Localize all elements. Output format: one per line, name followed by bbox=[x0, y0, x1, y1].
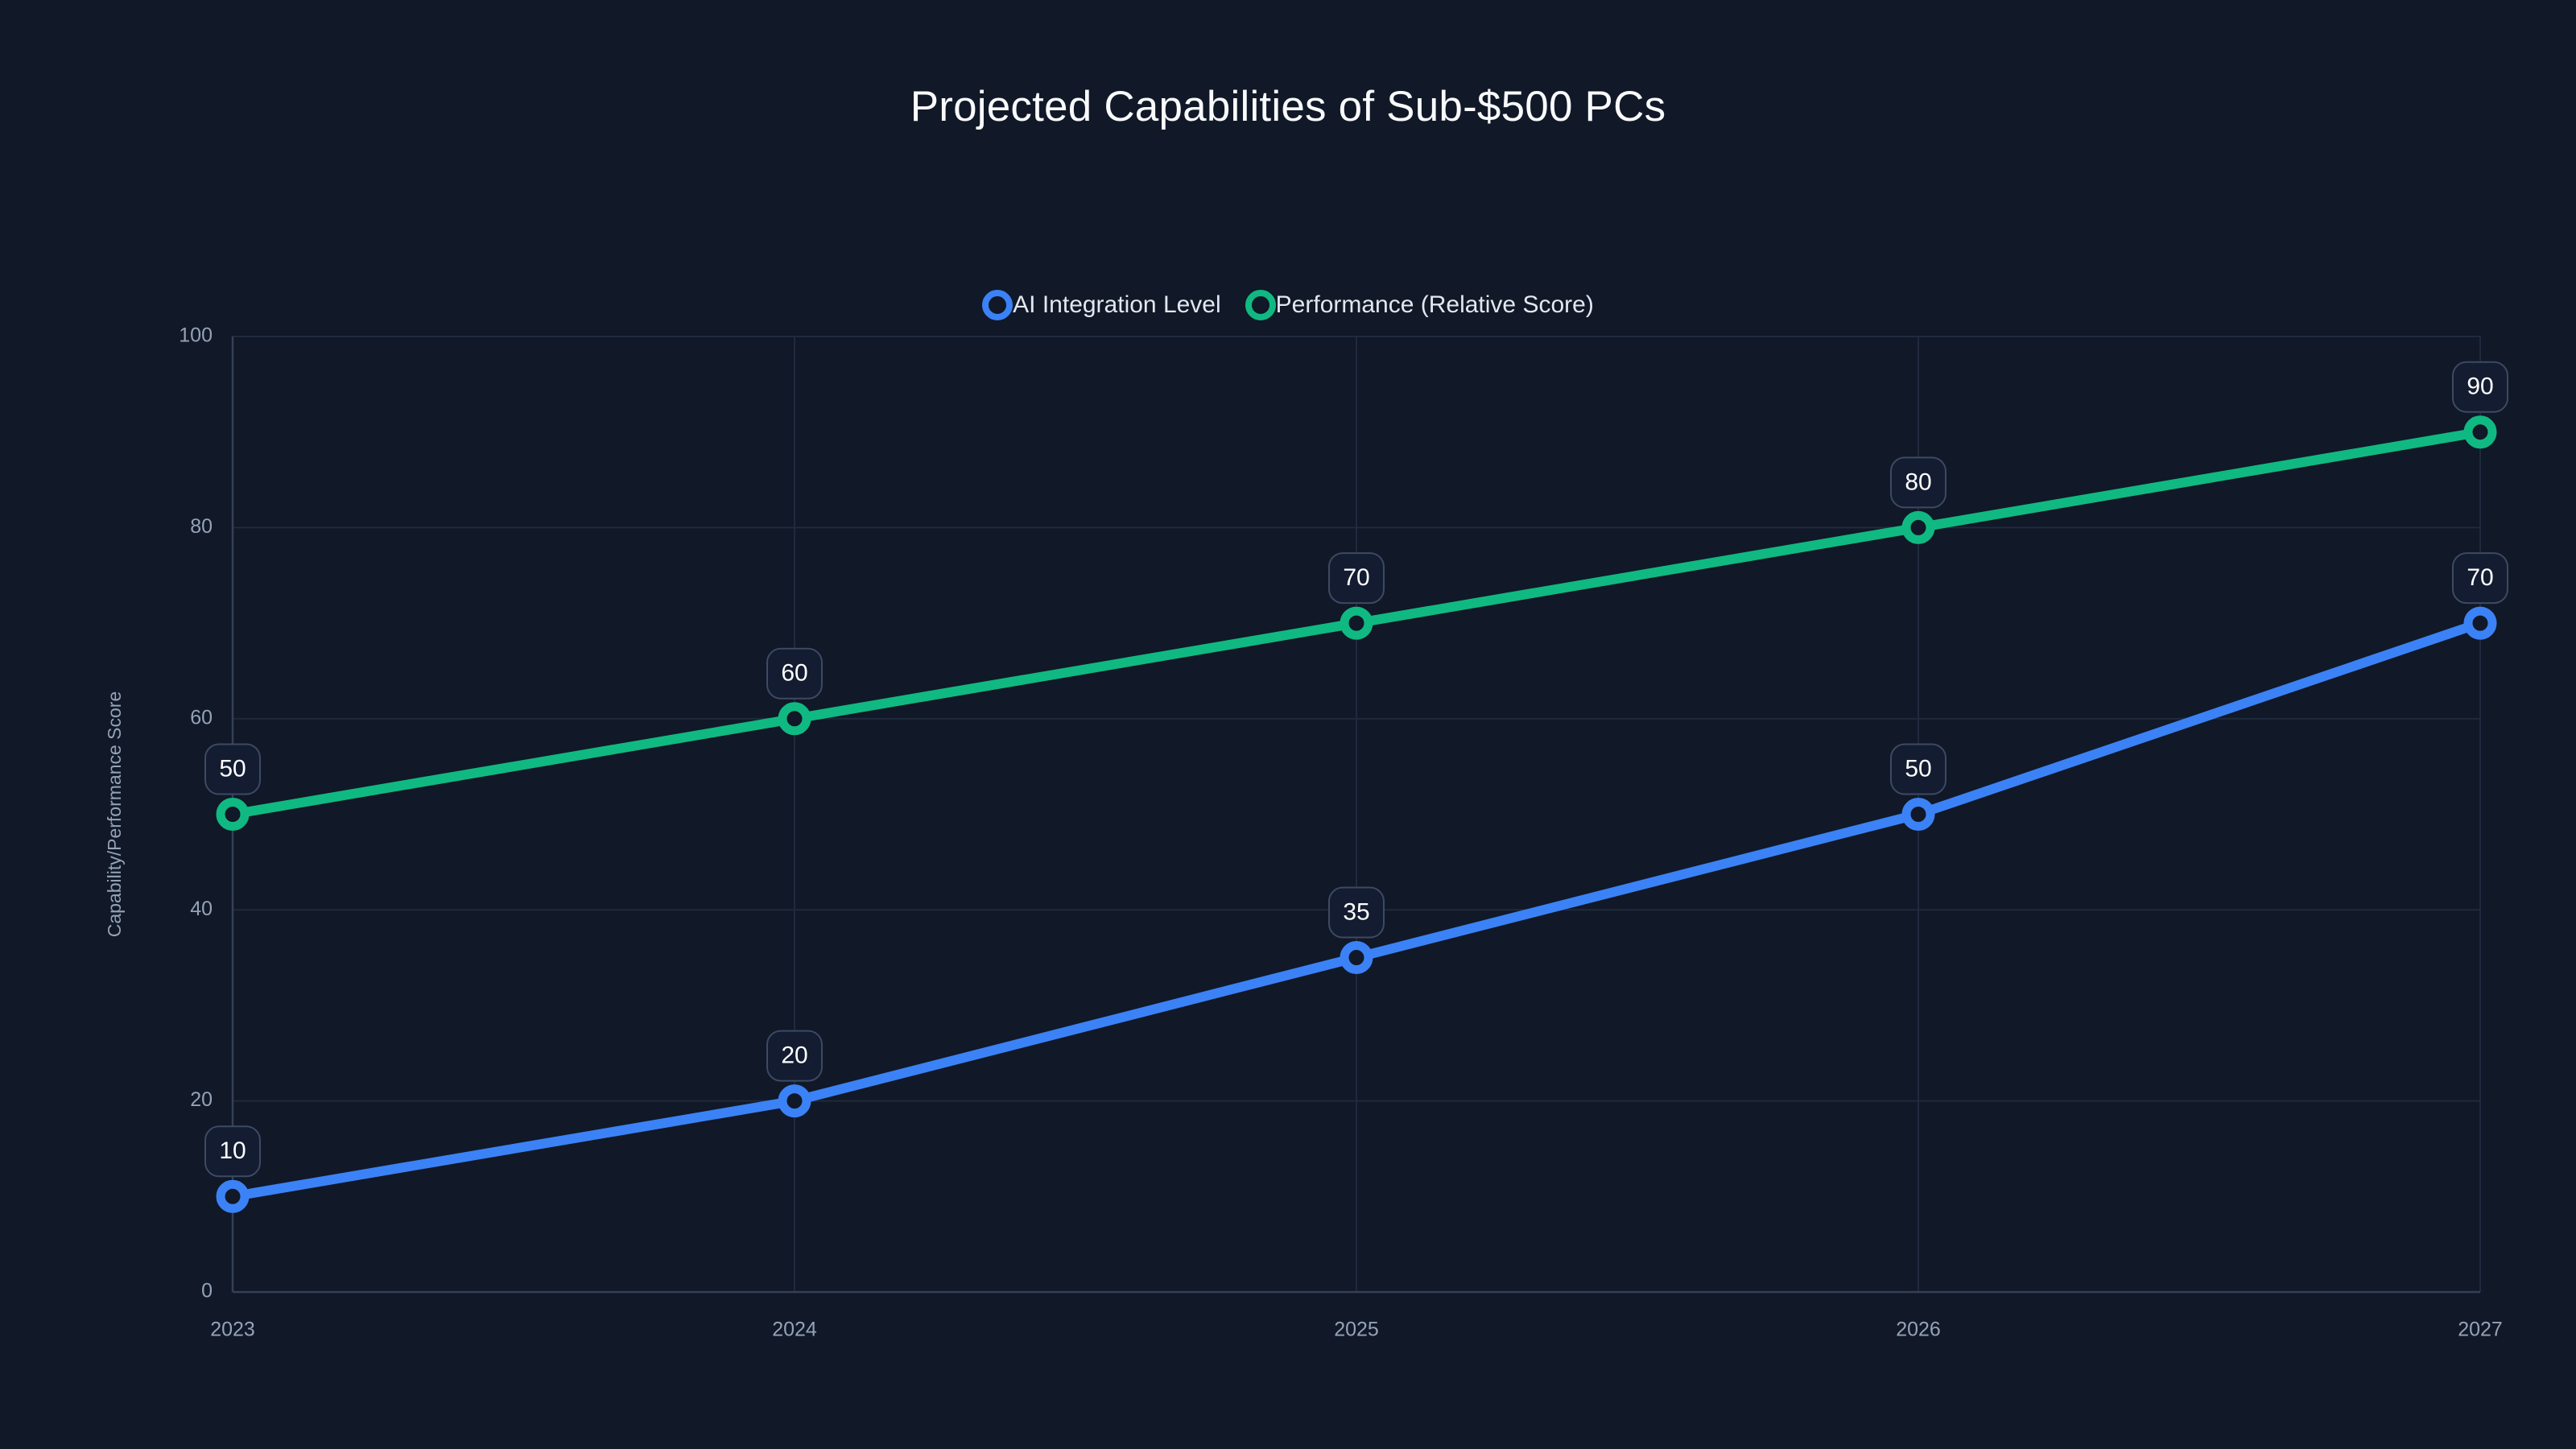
legend-item-label: Performance (Relative Score) bbox=[1275, 291, 1594, 318]
data-label-value: 70 bbox=[2467, 564, 2493, 591]
data-label-badge-box bbox=[204, 743, 261, 795]
data-label-value: 60 bbox=[781, 660, 807, 687]
data-label-badge: 60 bbox=[766, 647, 823, 700]
x-axis-tick-label: 2027 bbox=[2458, 1319, 2503, 1341]
chart-legend: AI Integration Level Performance (Relati… bbox=[0, 290, 2576, 320]
data-label-badge-box bbox=[1890, 743, 1946, 795]
data-label-badge: 35 bbox=[1328, 886, 1385, 939]
x-axis-tick-label: 2026 bbox=[1896, 1319, 1941, 1341]
data-point-marker[interactable] bbox=[778, 702, 811, 736]
data-label-badge: 80 bbox=[1890, 456, 1946, 509]
data-point-marker[interactable] bbox=[2463, 415, 2497, 449]
y-axis-ticks: 0 20 40 60 80 100 bbox=[179, 324, 213, 1302]
y-axis-title: Capability/Performance Score bbox=[104, 691, 125, 938]
data-label-badge-box bbox=[1328, 886, 1385, 939]
data-label-badge-box bbox=[2452, 361, 2508, 413]
legend-item-ai-integration-level[interactable]: AI Integration Level bbox=[982, 290, 1221, 320]
series-markers bbox=[216, 415, 2497, 1213]
y-axis-tick-label: 60 bbox=[190, 706, 213, 729]
legend-item-performance[interactable]: Performance (Relative Score) bbox=[1245, 290, 1594, 320]
page-title: Projected Capabilities of Sub-$500 PCs bbox=[910, 83, 1666, 130]
gridlines bbox=[232, 336, 2481, 1293]
data-label-value: 70 bbox=[1343, 564, 1369, 591]
data-label-badges: 10 20 35 50 70 50 60 70 80 90 bbox=[204, 361, 2508, 1178]
legend-ring-icon bbox=[1245, 290, 1276, 320]
data-label-value: 90 bbox=[2467, 374, 2493, 400]
x-axis-tick-label: 2025 bbox=[1334, 1319, 1379, 1341]
y-axis-tick-label: 0 bbox=[201, 1280, 213, 1302]
y-axis-tick-label: 40 bbox=[190, 898, 213, 920]
data-point-marker[interactable] bbox=[778, 1084, 811, 1118]
x-axis-tick-label: 2023 bbox=[210, 1319, 255, 1341]
data-label-value: 35 bbox=[1343, 898, 1369, 925]
data-point-marker[interactable] bbox=[1340, 941, 1373, 975]
data-label-value: 50 bbox=[219, 755, 246, 782]
legend-ring-icon bbox=[982, 290, 1013, 320]
data-label-value: 50 bbox=[1905, 755, 1931, 782]
data-label-badge: 90 bbox=[2452, 361, 2508, 413]
data-label-badge-box bbox=[2452, 552, 2508, 605]
x-axis-tick-label: 2024 bbox=[772, 1319, 817, 1341]
legend-item-label: AI Integration Level bbox=[1013, 291, 1221, 318]
data-label-badge: 70 bbox=[2452, 552, 2508, 605]
data-label-value: 20 bbox=[781, 1042, 807, 1069]
data-label-badge-box bbox=[1890, 456, 1946, 509]
data-label-badge-box bbox=[1328, 552, 1385, 605]
data-point-marker[interactable] bbox=[1901, 798, 1935, 831]
data-label-badge-box bbox=[766, 1030, 823, 1082]
y-axis-tick-label: 20 bbox=[190, 1088, 213, 1111]
data-label-badge-box bbox=[204, 1125, 261, 1178]
data-label-badge-box bbox=[766, 647, 823, 700]
x-axis-ticks: 2023 2024 2025 2026 2027 bbox=[210, 1319, 2503, 1341]
data-label-value: 80 bbox=[1905, 469, 1931, 495]
data-label-badge: 50 bbox=[204, 743, 261, 795]
data-point-marker[interactable] bbox=[1340, 606, 1373, 640]
data-label-badge: 50 bbox=[1890, 743, 1946, 795]
data-label-badge: 20 bbox=[766, 1030, 823, 1082]
data-label-badge: 10 bbox=[204, 1125, 261, 1178]
data-point-marker[interactable] bbox=[1901, 510, 1935, 544]
data-label-value: 10 bbox=[219, 1137, 246, 1164]
y-axis-tick-label: 100 bbox=[179, 324, 213, 347]
axis-titles: Capability/Performance Score bbox=[104, 691, 125, 938]
data-point-marker[interactable] bbox=[216, 1179, 250, 1213]
data-point-marker[interactable] bbox=[2463, 606, 2497, 640]
y-axis-tick-label: 80 bbox=[190, 515, 213, 538]
data-point-marker[interactable] bbox=[216, 798, 250, 831]
data-label-badge: 70 bbox=[1328, 552, 1385, 605]
